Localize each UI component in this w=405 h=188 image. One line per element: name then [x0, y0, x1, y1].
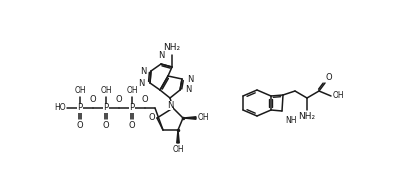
Text: O: O — [148, 114, 155, 123]
Text: OH: OH — [74, 86, 85, 95]
Text: N: N — [166, 101, 173, 110]
Text: O: O — [141, 95, 148, 104]
Text: P: P — [129, 104, 134, 112]
Text: OH: OH — [198, 114, 209, 123]
Polygon shape — [176, 130, 179, 143]
Text: NH₂: NH₂ — [298, 112, 315, 121]
Text: OH: OH — [172, 145, 183, 154]
Text: O: O — [115, 95, 122, 104]
Text: O: O — [102, 121, 109, 130]
Text: P: P — [77, 104, 82, 112]
Polygon shape — [183, 117, 196, 119]
Text: OH: OH — [126, 86, 137, 95]
Text: OH: OH — [100, 86, 111, 95]
Text: NH₂: NH₂ — [163, 43, 180, 52]
Text: N: N — [138, 79, 145, 87]
Text: O: O — [90, 95, 96, 104]
Text: O: O — [325, 73, 332, 82]
Text: N: N — [140, 67, 147, 77]
Text: N: N — [187, 74, 193, 83]
Text: N: N — [185, 86, 191, 95]
Text: P: P — [103, 104, 108, 112]
Text: O: O — [128, 121, 135, 130]
Text: O: O — [77, 121, 83, 130]
Text: OH: OH — [332, 92, 344, 101]
Text: HO: HO — [54, 104, 66, 112]
Text: NH: NH — [284, 116, 296, 125]
Text: N: N — [158, 51, 164, 60]
